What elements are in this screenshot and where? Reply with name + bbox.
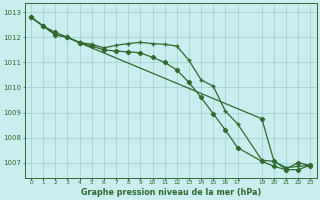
X-axis label: Graphe pression niveau de la mer (hPa): Graphe pression niveau de la mer (hPa) — [81, 188, 261, 197]
